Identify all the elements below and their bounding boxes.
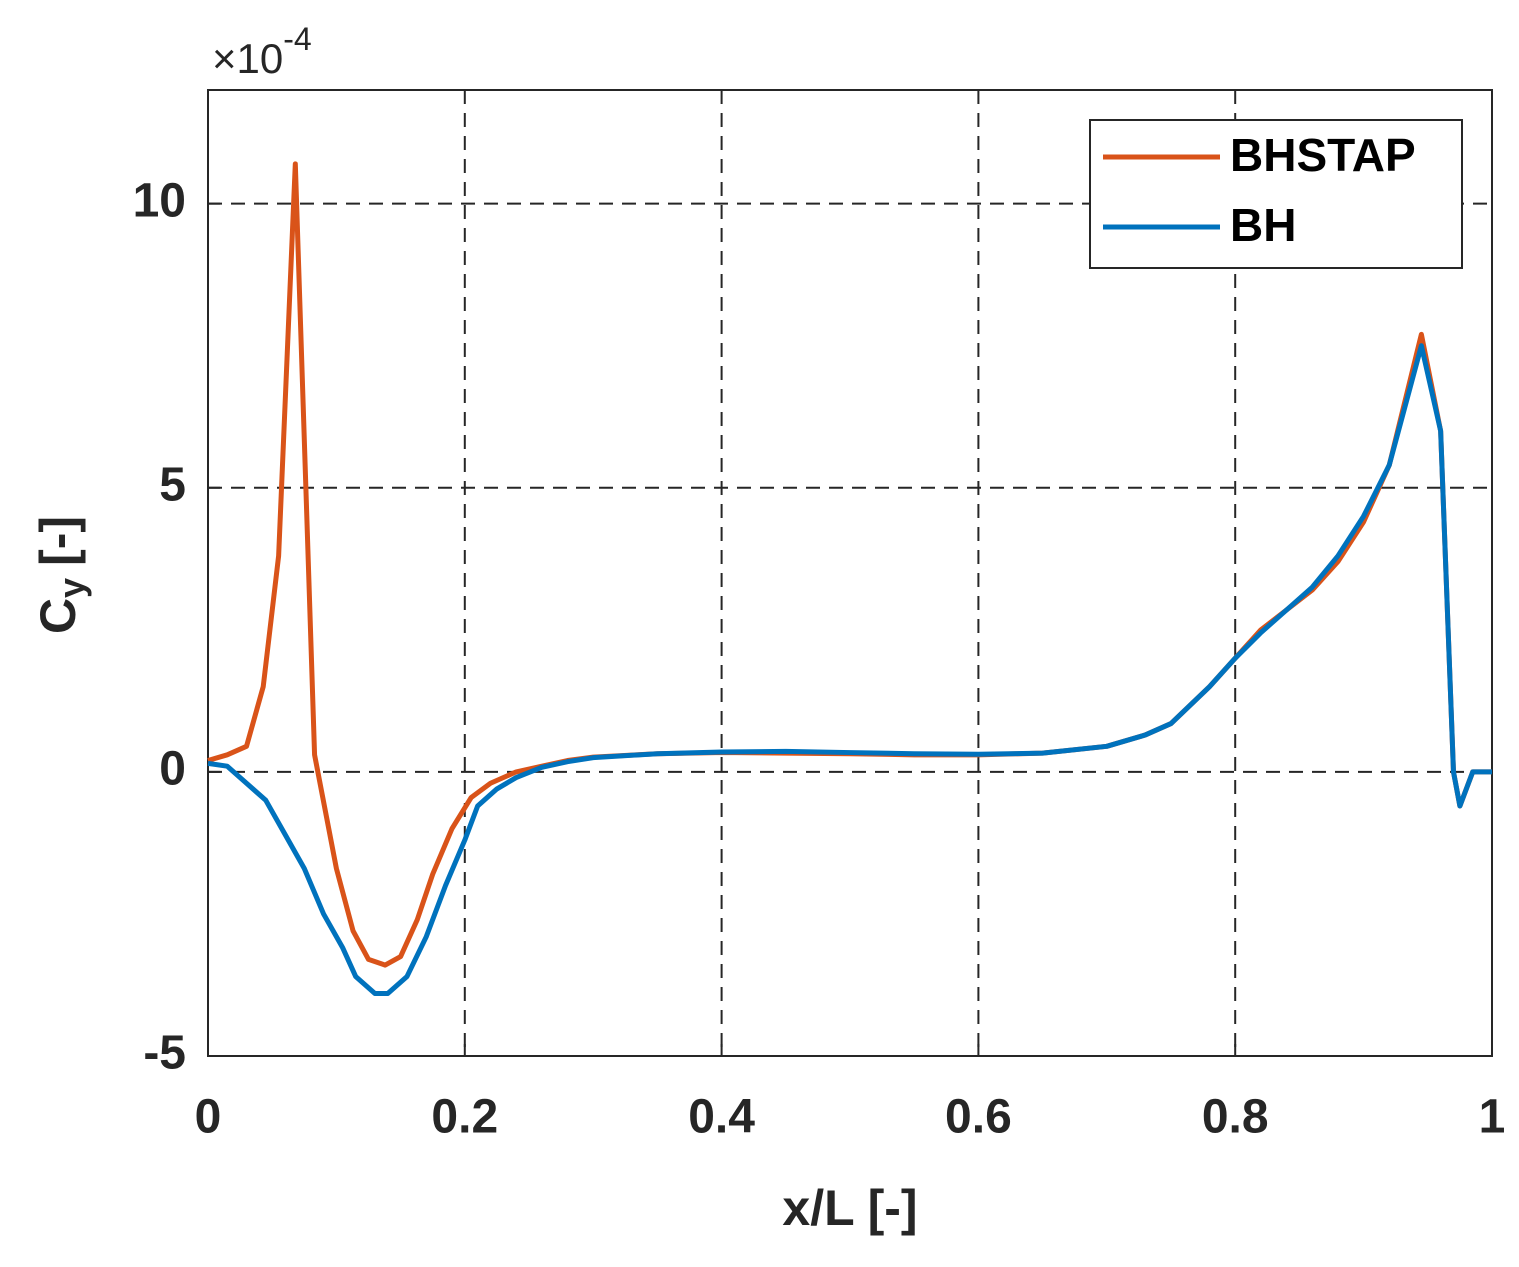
plot-frame: [207, 89, 1493, 1057]
y-label-unit: [-]: [30, 516, 86, 566]
y-tick-label: 5: [159, 458, 186, 511]
x-tick-label: 0.6: [945, 1091, 1012, 1144]
y-label-base: C: [30, 598, 86, 634]
x-tick-label: 1: [1479, 1091, 1506, 1144]
multiplier-base: ×10: [212, 35, 283, 82]
legend-label: BHSTAP: [1230, 129, 1416, 181]
legend-label: BH: [1230, 199, 1296, 251]
y-label-sub: y: [51, 578, 92, 598]
line-series: [207, 343, 1492, 996]
x-tick-label: 0.2: [431, 1091, 498, 1144]
x-tick-label: 0.8: [1202, 1091, 1269, 1144]
y-tick-label: -5: [143, 1027, 186, 1080]
y-tick-label: 0: [159, 743, 186, 796]
x-tick-label: 0: [195, 1091, 222, 1144]
y-multiplier: ×10-4: [212, 21, 312, 82]
x-tick-label: 0.4: [688, 1091, 755, 1144]
y-axis-label: Cy [-]: [30, 516, 91, 634]
multiplier-exponent: -4: [283, 21, 311, 57]
legend-box: [1089, 119, 1463, 269]
y-tick-label: 10: [133, 174, 186, 227]
x-axis-label: x/L [-]: [782, 1180, 917, 1236]
